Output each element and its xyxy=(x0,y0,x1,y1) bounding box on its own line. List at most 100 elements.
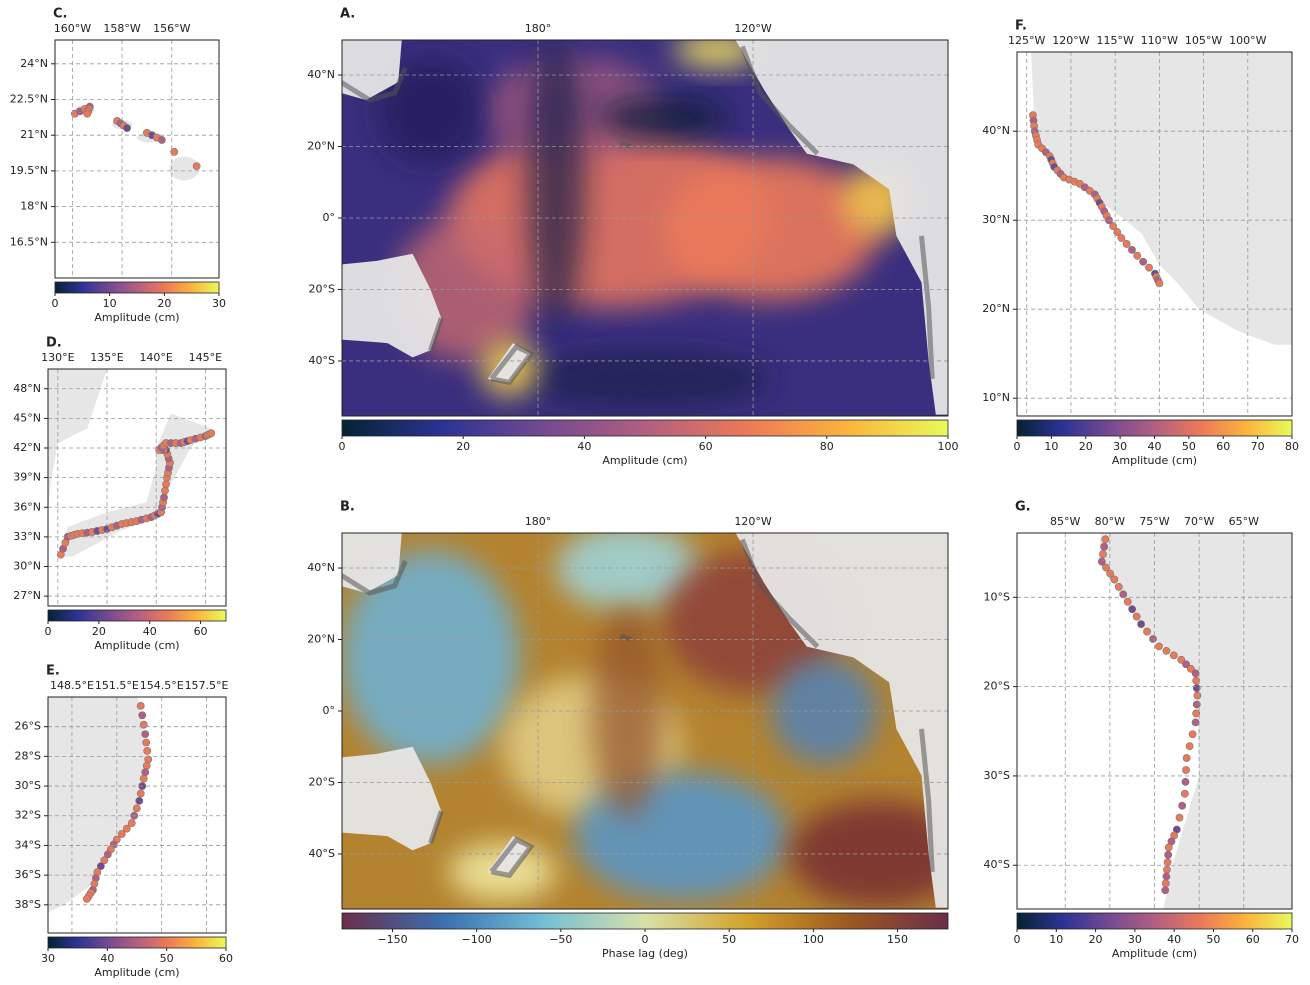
gauge-marker xyxy=(117,830,126,838)
colorbar xyxy=(47,609,227,622)
map-frame xyxy=(1016,532,1293,910)
map-frame xyxy=(47,368,227,607)
gauge-marker xyxy=(142,761,151,770)
x-tick-label: 110°W xyxy=(1141,34,1178,47)
colorbar-tick-label: 0 xyxy=(45,625,52,638)
map-panel: 180° 120°W 40°N 20°N 0° 20°S 40°S A. 0 20 40 60 80 10… xyxy=(307,7,959,468)
y-tick-label: 40°N xyxy=(307,68,335,81)
y-tick-label: 38°S xyxy=(15,898,41,911)
x-tick-label: 85°W xyxy=(1050,515,1080,528)
coast-gauges xyxy=(619,140,632,149)
y-tick-label: 45°N xyxy=(13,411,41,424)
colorbar-label: Amplitude (cm) xyxy=(1112,454,1197,467)
land xyxy=(342,253,442,358)
gauge-marker xyxy=(144,755,153,764)
amplitude-blob xyxy=(376,57,485,165)
coast-gauges xyxy=(489,836,535,879)
map-frame xyxy=(54,39,220,279)
panel-label: C. xyxy=(53,7,67,22)
colorbar-tick-label: 40 xyxy=(1167,933,1181,946)
gauge-marker xyxy=(1178,801,1187,810)
panel-label: A. xyxy=(340,7,355,22)
colorbar-tick-label: 100 xyxy=(938,440,959,453)
y-tick-label: 40°S xyxy=(984,858,1010,871)
panel-label: G. xyxy=(1015,500,1031,515)
map-panel: 125°W 120°W 115°W 110°W 105°W 100°W 40°N 30°N 20… xyxy=(982,19,1299,468)
gauge-marker xyxy=(1155,642,1163,651)
colorbar-label: Phase lag (deg) xyxy=(602,947,688,960)
gauge-marker xyxy=(1161,886,1170,895)
gauge-marker xyxy=(1163,858,1172,867)
y-tick-label: 20°S xyxy=(984,680,1010,693)
island xyxy=(169,156,200,181)
x-tick-label: 115°W xyxy=(1096,34,1133,47)
land xyxy=(48,697,147,913)
x-tick-label: 180° xyxy=(525,22,552,35)
gauge-marker xyxy=(123,124,131,132)
land xyxy=(48,369,108,518)
y-tick-label: 16.5°N xyxy=(10,235,48,248)
y-tick-label: 10°N xyxy=(982,391,1010,404)
y-tick-label: 20°N xyxy=(307,633,335,646)
colorbar-tick-label: 60 xyxy=(219,952,233,965)
x-tick-label: 135°E xyxy=(90,351,123,364)
colorbar-tick-label: 0 xyxy=(642,933,649,946)
colorbar-tick-label: 30 xyxy=(212,297,226,310)
land xyxy=(342,533,402,594)
map-area xyxy=(1017,52,1292,416)
gauge-marker xyxy=(1101,535,1110,544)
map-frame xyxy=(341,532,949,910)
colorbar-tick-label: 80 xyxy=(820,440,834,453)
y-tick-label: 19.5°N xyxy=(10,164,48,177)
colorbar xyxy=(341,912,949,930)
x-tick-label: 140°E xyxy=(139,351,172,364)
x-tick-label: 120°W xyxy=(734,22,771,35)
y-tick-label: 20°S xyxy=(309,775,335,788)
gauge-marker xyxy=(1097,557,1106,566)
y-tick-label: 30°S xyxy=(15,779,41,792)
y-tick-label: 26°S xyxy=(15,720,41,733)
gauge-marker xyxy=(1192,709,1201,718)
colorbar-tick-label: 70 xyxy=(1251,440,1265,453)
x-tick-label: 120°W xyxy=(734,515,771,528)
coast-gauges xyxy=(428,317,444,352)
y-tick-label: 20°N xyxy=(307,140,335,153)
gauge-marker xyxy=(96,862,105,871)
x-tick-label: 120°W xyxy=(1052,34,1089,47)
gauge-marker xyxy=(1128,605,1137,614)
phase-blob xyxy=(770,657,879,765)
x-tick-label: 65°W xyxy=(1229,515,1259,528)
gauge-marker xyxy=(103,850,112,859)
map-panel: 85°W 80°W 75°W 70°W 65°W 10°S 20°S 30°S 40°S G. 0 1… xyxy=(984,500,1299,961)
gauge-marker xyxy=(1186,664,1195,673)
map-area xyxy=(48,697,226,933)
colorbar-tick-label: 0 xyxy=(1014,933,1021,946)
x-tick-label: 130°E xyxy=(41,351,74,364)
colorbar-tick-label: 40 xyxy=(143,625,157,638)
x-tick-label: 154.5°E xyxy=(140,679,184,692)
land xyxy=(1031,52,1292,345)
gauge-marker xyxy=(132,804,141,813)
gauge-marker xyxy=(1102,563,1110,572)
gauge-marker xyxy=(135,796,144,805)
colorbar-tick-label: 10 xyxy=(1049,933,1063,946)
gauge-marker xyxy=(1100,542,1109,551)
colorbar-tick-label: 30 xyxy=(41,952,55,965)
gauge-marker xyxy=(1133,251,1142,260)
map-area xyxy=(1017,533,1292,909)
x-tick-label: 145°E xyxy=(189,351,222,364)
gauge-marker xyxy=(1145,263,1153,272)
colorbar-tick-label: 40 xyxy=(100,952,114,965)
y-tick-label: 28°S xyxy=(15,749,41,762)
gauge-marker xyxy=(141,730,150,739)
colorbar-tick-label: 20 xyxy=(456,440,470,453)
map-frame xyxy=(47,696,227,934)
x-tick-label: 160°W xyxy=(54,22,91,35)
colorbar-tick-label: −100 xyxy=(462,933,492,946)
gauge-marker xyxy=(1119,590,1128,599)
colorbar-tick-label: 10 xyxy=(103,297,117,310)
gauge-marker xyxy=(1175,813,1184,822)
colorbar-tick-label: −150 xyxy=(377,933,407,946)
gauge-marker xyxy=(1164,843,1173,852)
y-tick-label: 20°N xyxy=(982,302,1010,315)
